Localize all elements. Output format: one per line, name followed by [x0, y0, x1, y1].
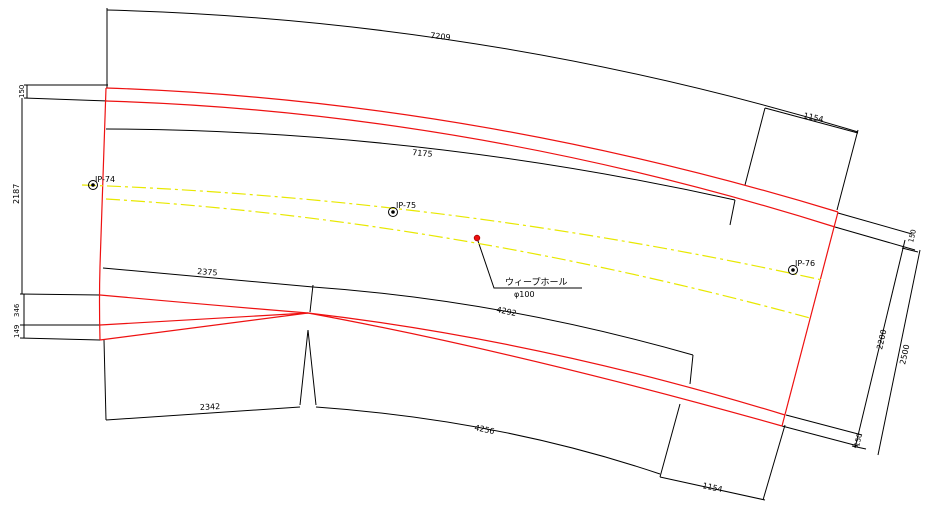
marker-label: IP-76	[795, 259, 815, 268]
marker-ip-74: IP-74	[88, 175, 115, 190]
survey-point-icon	[788, 265, 798, 275]
dim-mid-right-upper: 4292	[496, 305, 518, 318]
weep-hole-label: ウィープホール	[505, 277, 567, 288]
dim-left-mid: 346	[13, 303, 21, 317]
weep-hole-icon	[473, 234, 481, 242]
dim-right-inner: 2200	[875, 329, 888, 351]
marker-ip-76: IP-76	[788, 259, 815, 275]
dim-left-total: 2187	[12, 184, 21, 204]
dim-inner-top-arc: 7175	[412, 148, 433, 159]
wall-outline	[98, 87, 839, 427]
dim-mid-left-upper: 2375	[197, 267, 218, 277]
survey-point-icon	[88, 180, 98, 190]
dim-right-total: 2500	[898, 344, 911, 366]
center-lines	[81, 184, 823, 319]
dim-bottom-left: 2342	[200, 402, 221, 412]
dim-right-top-thickness: 150	[907, 229, 918, 244]
dim-top-arc: 7209	[430, 31, 451, 42]
marker-label: IP-75	[396, 201, 416, 210]
marker-label: IP-74	[95, 175, 115, 184]
dim-left-top-thickness: 150	[18, 85, 26, 98]
dim-left-low: 149	[13, 325, 21, 338]
dim-bottom-short: 1154	[702, 481, 724, 494]
dim-bottom-right: 4256	[474, 423, 496, 436]
dim-right-top-short: 1154	[803, 111, 825, 124]
survey-point-icon	[388, 207, 398, 217]
weep-hole-size: φ100	[514, 290, 535, 299]
dimension-lines	[19, 8, 921, 501]
marker-ip-75: IP-75	[388, 201, 416, 217]
dim-right-bottom-thickness: 150	[853, 433, 864, 448]
